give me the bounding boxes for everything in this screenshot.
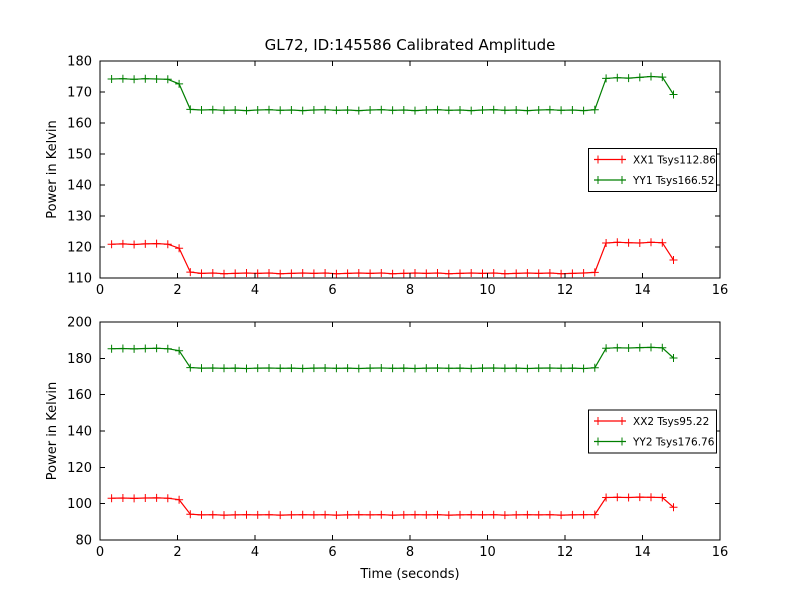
- x-tick-label: 12: [557, 283, 574, 298]
- x-tick-label: 10: [479, 545, 496, 560]
- x-tick-label: 0: [96, 283, 104, 298]
- legend-markers-XX2: [594, 417, 626, 425]
- legend: XX2 Tsys95.22 YY2 Tsys176.76: [588, 409, 717, 454]
- legend: XX1 Tsys112.86 YY1 Tsys166.52: [588, 148, 717, 192]
- x-tick-label: 0: [96, 545, 104, 560]
- subplot-2: 0 2 4 6 8 10 12 14 16 80 100 120 140 160 180 200 Power i…: [45, 316, 728, 583]
- tick-marks: [99, 60, 721, 279]
- x-tick-label: 10: [479, 283, 496, 298]
- y-tick-label: 100: [67, 497, 92, 512]
- series-line-XX1: [111, 241, 675, 275]
- y-tick-label: 150: [67, 148, 92, 163]
- y-tick-label: 160: [67, 388, 92, 403]
- x-tick-label: 4: [251, 545, 259, 560]
- y-tick-label: 180: [67, 352, 92, 367]
- x-axis-label: Time (seconds): [359, 567, 459, 582]
- x-tick-label: 16: [712, 283, 729, 298]
- x-tick-label: 14: [634, 545, 651, 560]
- legend-label-YY2: YY2 Tsys176.76: [632, 436, 715, 448]
- x-tick-label: 8: [406, 545, 414, 560]
- figure-title: GL72, ID:145586 Calibrated Amplitude: [264, 36, 556, 54]
- y-tick-label: 130: [67, 210, 92, 225]
- y-tick-label: 200: [67, 316, 92, 331]
- y-tick-label: 160: [67, 117, 92, 132]
- series-markers-YY2: [107, 343, 678, 373]
- y-tick-label: 180: [67, 55, 92, 70]
- series-line-YY1: [111, 75, 675, 112]
- x-tick-label: 6: [328, 283, 336, 298]
- series-markers-YY1: [107, 72, 678, 115]
- legend-label-YY1: YY1 Tsys166.52: [632, 175, 714, 187]
- x-tick-label: 6: [328, 545, 336, 560]
- legend-label-XX2: XX2 Tsys95.22: [633, 416, 709, 428]
- x-tick-label: 2: [173, 545, 181, 560]
- x-tick-label: 2: [173, 283, 181, 298]
- legend-markers-YY1: [594, 176, 626, 184]
- series-markers-XX1: [107, 238, 678, 278]
- y-tick-label: 120: [67, 241, 92, 256]
- subplot-1: 0 2 4 6 8 10 12 14 16 110 120 130 140 150 160 170 180 Pow…: [45, 55, 728, 299]
- legend-box: [588, 409, 717, 454]
- y-axis-label: Power in Kelvin: [45, 120, 60, 218]
- series-markers-XX2: [107, 493, 678, 520]
- y-tick-label: 110: [67, 272, 92, 287]
- legend-markers-YY2: [594, 437, 626, 446]
- legend-label-XX1: XX1 Tsys112.86: [633, 154, 716, 166]
- y-tick-label: 80: [75, 534, 92, 549]
- x-tick-label: 4: [251, 283, 259, 298]
- tick-marks: [99, 321, 721, 541]
- legend-markers-XX1: [594, 155, 626, 164]
- y-axis-label: Power in Kelvin: [45, 382, 60, 480]
- x-tick-label: 14: [634, 283, 651, 298]
- y-tick-label: 170: [67, 86, 92, 101]
- x-tick-label: 8: [406, 283, 414, 298]
- x-tick-label: 16: [712, 545, 729, 560]
- y-tick-label: 140: [67, 425, 92, 440]
- x-tick-label: 12: [557, 545, 574, 560]
- y-tick-label: 140: [67, 179, 92, 194]
- y-tick-label: 120: [67, 461, 92, 476]
- legend-box: [588, 148, 717, 192]
